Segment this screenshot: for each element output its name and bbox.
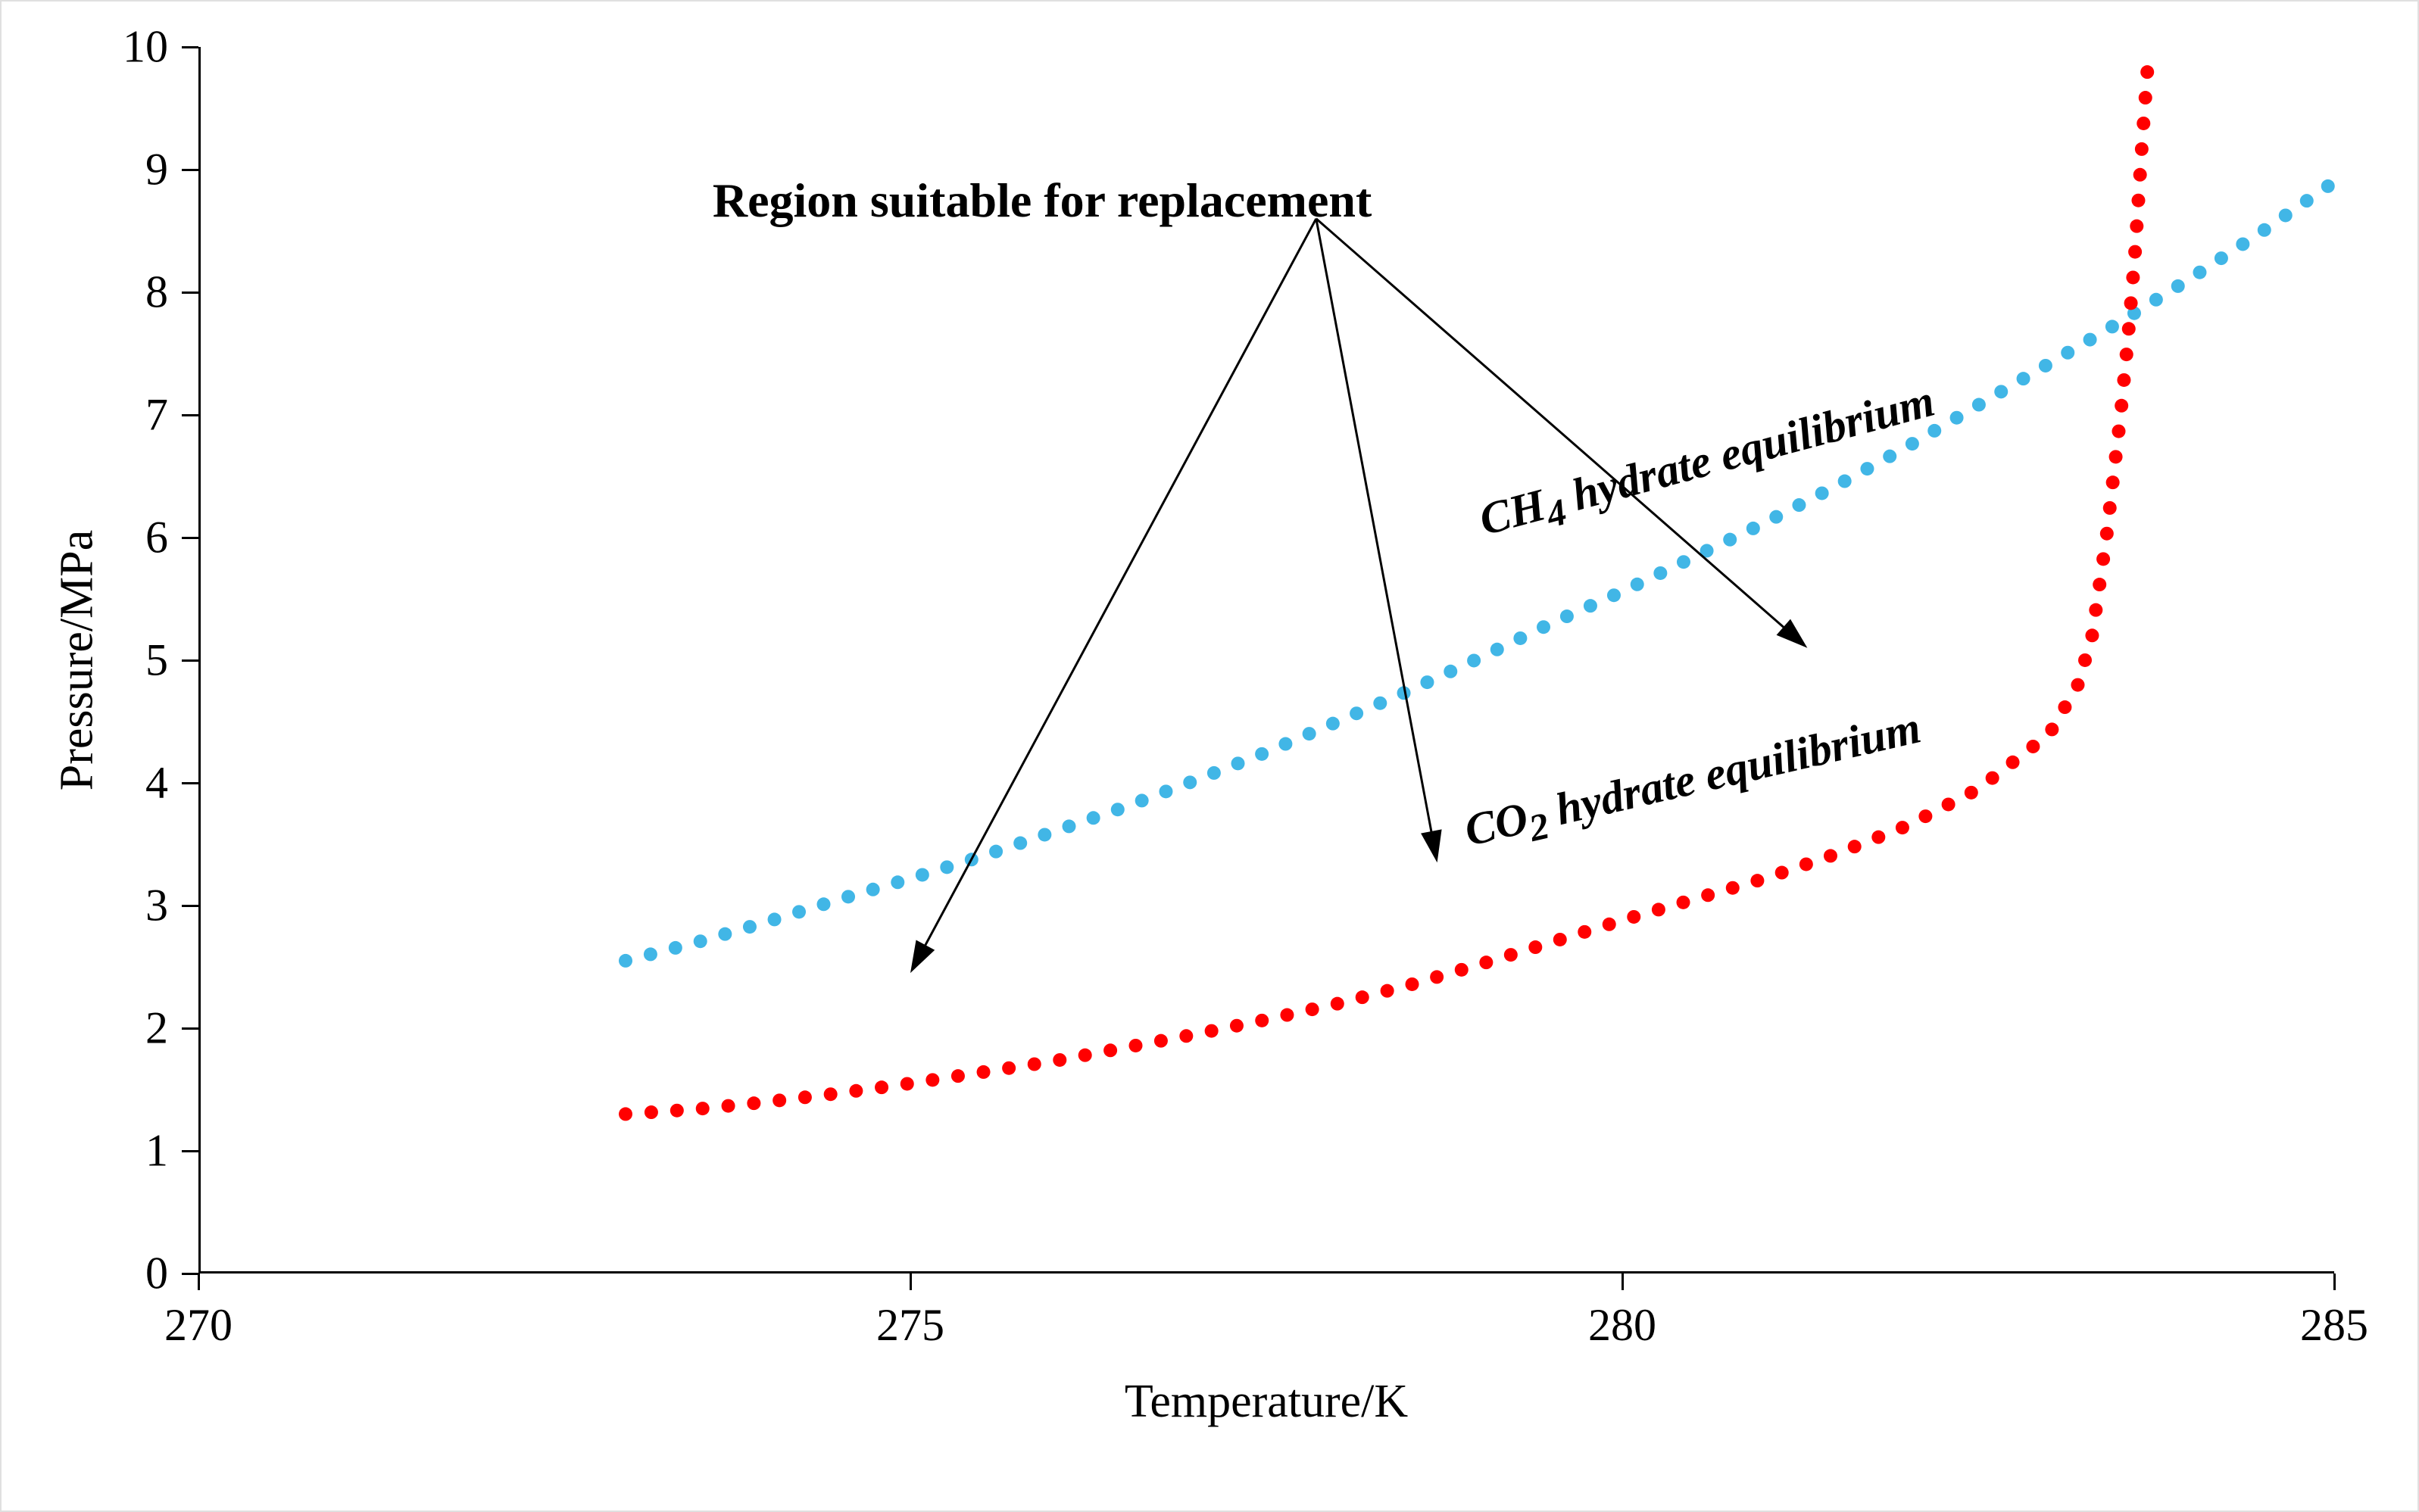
y-tick-label: 1 bbox=[145, 1125, 168, 1177]
x-tick-label: 275 bbox=[876, 1299, 944, 1351]
annotation-arrow-line bbox=[1316, 219, 1793, 635]
chart-frame: 270 275 280 285 0 1 2 3 4 5 6 7 8 9 10 Temperature/K Pre… bbox=[0, 0, 2419, 1512]
y-tick bbox=[182, 291, 198, 294]
y-tick-label: 4 bbox=[145, 757, 168, 809]
annotation-region-suitable: Region suitable for replacement bbox=[713, 173, 1372, 229]
y-axis-line bbox=[198, 47, 201, 1274]
y-tick-label: 9 bbox=[145, 144, 168, 196]
annotation-arrow-head bbox=[910, 940, 935, 973]
y-tick-label: 0 bbox=[145, 1248, 168, 1300]
y-tick bbox=[182, 46, 198, 48]
x-tick-label: 280 bbox=[1588, 1299, 1656, 1351]
y-tick-label: 6 bbox=[145, 512, 168, 564]
annotation-arrow-line bbox=[1316, 219, 1434, 844]
curve-label-ch4: CH4 hydrate equilibrium bbox=[1474, 375, 1942, 553]
y-tick bbox=[182, 659, 198, 662]
x-tick-label: 270 bbox=[164, 1299, 233, 1351]
y-tick-label: 3 bbox=[145, 880, 168, 932]
y-axis-title: Pressure/MPa bbox=[51, 530, 105, 790]
annotation-arrow-head bbox=[1777, 619, 1808, 648]
plot-area: 270275280285012345678910Temperature/KPre… bbox=[198, 47, 2334, 1274]
y-tick bbox=[182, 1273, 198, 1275]
y-tick-label: 2 bbox=[145, 1002, 168, 1055]
x-tick bbox=[198, 1274, 200, 1290]
x-axis-title: Temperature/K bbox=[1125, 1375, 1408, 1429]
x-tick-label: 285 bbox=[2300, 1299, 2368, 1351]
curve-label-co2: CO2 hydrate equilibrium bbox=[1459, 701, 1927, 864]
y-tick bbox=[182, 905, 198, 907]
y-tick bbox=[182, 414, 198, 416]
y-tick bbox=[182, 537, 198, 539]
plot-overlay bbox=[198, 47, 2334, 1274]
annotation-arrow-head bbox=[1421, 829, 1442, 862]
x-tick bbox=[2333, 1274, 2336, 1290]
y-tick bbox=[182, 1150, 198, 1152]
x-axis-line bbox=[198, 1271, 2334, 1274]
y-tick bbox=[182, 1027, 198, 1030]
y-tick-label: 5 bbox=[145, 634, 168, 687]
y-tick bbox=[182, 169, 198, 171]
y-tick-label: 10 bbox=[123, 21, 168, 73]
x-tick bbox=[1622, 1274, 1624, 1290]
y-tick-label: 7 bbox=[145, 389, 168, 441]
y-tick-label: 8 bbox=[145, 267, 168, 319]
y-tick bbox=[182, 782, 198, 784]
x-tick bbox=[910, 1274, 912, 1290]
annotation-arrow-line bbox=[919, 219, 1316, 956]
